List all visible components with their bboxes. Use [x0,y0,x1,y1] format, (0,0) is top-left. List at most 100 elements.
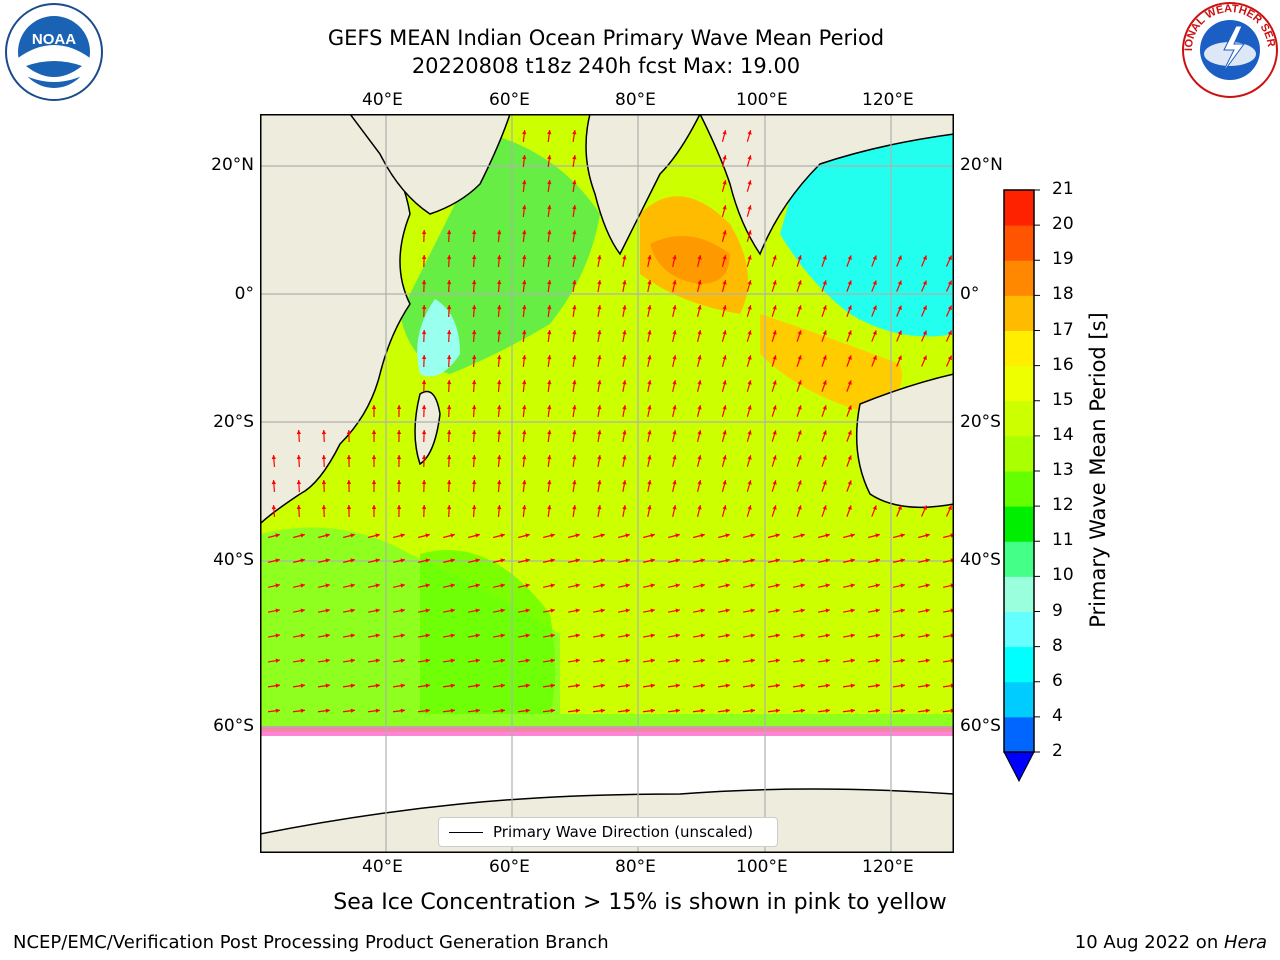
wave-arrow-head [421,480,427,485]
wave-arrow-head [450,633,455,638]
wave-arrow-head [772,330,777,335]
wave-arrow-head [572,505,577,510]
wave-arrow-head [275,658,280,663]
wave-arrow-head [872,280,877,285]
wave-arrow-head [922,255,927,261]
wave-arrow-head [897,330,902,336]
wave-arrow-head [647,505,652,510]
wave-arrow-head [572,155,577,160]
wave-arrow-head [425,708,430,713]
wave-arrow-head [600,533,605,538]
wave-arrow-head [647,405,652,410]
land-australia [855,373,954,509]
wave-arrow-head [925,708,930,713]
wave-arrow-head [471,330,477,335]
wave-arrow-head [496,505,502,510]
wave-arrow-head [847,305,852,310]
wave-arrow-head [722,280,727,285]
map-panel[interactable]: Primary Wave Direction (unscaled) [260,114,954,853]
wave-arrow-head [550,558,555,563]
colorbar-segment [1004,435,1034,472]
wave-arrow-head [575,608,580,613]
wave-arrow-head [475,633,480,638]
wave-arrow-head [722,180,727,185]
wave-arrow-head [850,683,855,688]
wave-arrow-head [847,405,852,410]
wave-arrow-head [496,330,502,335]
wave-arrow-head [647,380,652,385]
wave-arrow-head [700,658,705,663]
wave-arrow-head [396,480,402,485]
wave-arrow-head [325,683,330,688]
colorbar-tick-label: 8 [1052,635,1063,656]
wave-arrow-head [900,633,905,638]
wave-arrow-head [597,455,602,460]
wave-arrow-head [622,330,627,335]
wave-arrow-head [650,683,655,688]
wave-arrow-head [722,130,727,135]
wave-arrow-head [396,405,402,410]
wave-arrow-head [875,658,880,663]
wave-arrow-head [825,558,830,563]
wave-arrow-head [275,608,280,613]
wave-arrow-head [446,230,452,235]
wave-arrow-head [522,305,527,310]
wave-arrow-head [522,155,527,160]
wave-arrow-head [522,205,527,210]
wave-arrow-head [722,205,727,210]
wave-arrow-head [722,480,727,485]
lon-tick-bottom: 100°E [736,857,788,877]
wave-arrow-head [525,558,530,563]
wave-arrow-head [500,608,505,613]
wave-arrow-head [446,330,452,335]
wave-arrow-head [300,708,305,713]
lat-tick-right: 20°S [960,412,1001,432]
wave-arrow-head [747,305,752,310]
wave-arrow-head [575,708,580,713]
wave-arrow-head [275,633,280,638]
wave-arrow-head [922,355,927,361]
wave-arrow-head [800,583,805,588]
wave-arrow-head [722,155,727,160]
wave-arrow-head [797,380,802,385]
wave-arrow-head [500,683,505,688]
wave-arrow-head [900,683,905,688]
wave-arrow-head [647,480,652,485]
wave-arrow-head [525,633,530,638]
wave-arrow-head [350,708,355,713]
wave-arrow-head [747,355,752,360]
wave-arrow-head [550,633,555,638]
wave-arrow-head [622,505,627,510]
wave-arrow-head [747,455,752,460]
wave-arrow-head [421,380,427,385]
wave-arrow-head [371,430,377,435]
colorbar-tick-label: 13 [1052,460,1074,480]
wave-arrow-head [822,355,827,360]
wave-arrow-head [547,505,552,510]
wave-arrow-head [496,480,502,485]
wave-arrow-head [400,608,405,613]
wave-arrow-head [697,255,702,260]
wave-arrow-head [475,533,480,538]
wave-arrow-head [300,558,305,563]
wave-arrow-head [700,608,705,613]
wave-arrow-head [747,180,752,185]
wave-arrow-head [647,430,652,435]
wave-arrow-head [375,558,380,563]
wave-arrow-head [325,658,330,663]
wave-arrow-head [421,255,427,260]
wave-arrow-head [675,683,680,688]
wave-arrow-head [675,608,680,613]
wave-arrow-head [396,505,402,510]
wave-arrow-head [800,658,805,663]
wave-arrow-head [822,480,827,485]
wave-arrow-head [797,430,802,435]
wave-arrow-head [822,380,827,385]
wave-arrow-head [675,633,680,638]
wave-arrow-head [450,533,455,538]
wave-arrow-head [700,683,705,688]
wave-arrow-head [547,405,552,410]
wave-arrow-head [300,658,305,663]
wave-arrow-head [371,455,377,460]
wave-arrow-head [547,430,552,435]
